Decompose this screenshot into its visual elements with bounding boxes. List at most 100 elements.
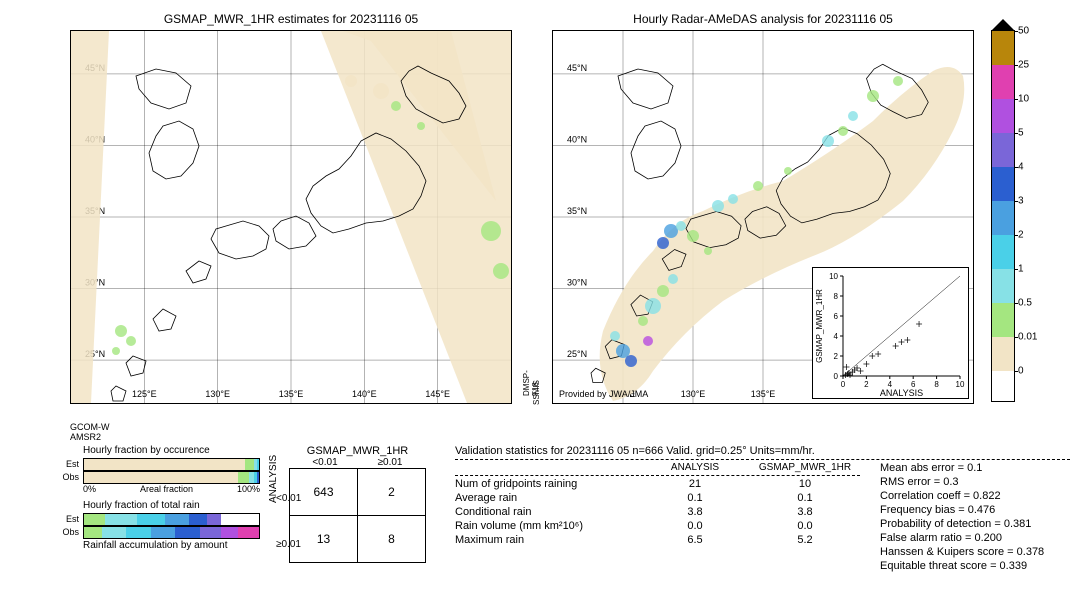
svg-text:8: 8 (934, 380, 939, 389)
val-stat: Mean abs error = 0.1 (880, 462, 1044, 474)
svg-text:2: 2 (864, 380, 869, 389)
scatter-svg: 00224466881010ANALYSISGSMAP_MWR_1HR (813, 268, 968, 398)
svg-text:4: 4 (834, 332, 839, 341)
val-colh-0: ANALYSIS (640, 462, 750, 473)
svg-text:GSMAP_MWR_1HR: GSMAP_MWR_1HR (815, 289, 824, 363)
cb-tick: 4 (1018, 162, 1024, 173)
ct-title: GSMAP_MWR_1HR (270, 445, 445, 457)
right-map-credit: Provided by JWA/JMA (559, 389, 648, 399)
contingency-table: GSMAP_MWR_1HR <0.01 ≥0.01 643 2 13 8 ANA… (270, 445, 445, 574)
val-row-a: 21 (640, 478, 750, 490)
val-stat: Correlation coeff = 0.822 (880, 490, 1044, 502)
bar-row-label: Obs (55, 527, 83, 537)
bar-row: Est (55, 458, 260, 470)
cb-tick: 50 (1018, 26, 1029, 37)
val-row-g: 5.2 (750, 534, 860, 546)
totalrain-title: Hourly fraction of total rain (83, 500, 260, 511)
svg-text:135°E: 135°E (279, 389, 304, 399)
val-stat: Frequency bias = 0.476 (880, 504, 1044, 516)
val-row-name: Rain volume (mm km²10⁶) (455, 520, 640, 532)
left-map-sat1: AMSR2 (70, 432, 101, 442)
svg-text:8: 8 (834, 292, 839, 301)
ct-cell-01: 2 (358, 469, 426, 516)
val-stat: Equitable threat score = 0.339 (880, 560, 1044, 572)
totalrain-caption: Rainfall accumulation by amount (83, 540, 260, 551)
svg-text:2: 2 (834, 352, 839, 361)
ct-row0: <0.01 (276, 493, 301, 504)
bar-row-label: Obs (55, 472, 83, 482)
svg-text:45°N: 45°N (567, 63, 587, 73)
scatter-inset: 00224466881010ANALYSISGSMAP_MWR_1HR (812, 267, 969, 399)
cb-tick: 5 (1018, 128, 1024, 139)
svg-text:145°E: 145°E (425, 389, 450, 399)
bar-row: Est (55, 513, 260, 525)
val-row: Num of gridpoints raining2110 (455, 478, 860, 490)
val-row-g: 0.0 (750, 520, 860, 532)
val-stat: False alarm ratio = 0.200 (880, 532, 1044, 544)
right-map-title: Hourly Radar-AMeDAS analysis for 2023111… (633, 12, 893, 26)
val-stat: Probability of detection = 0.381 (880, 518, 1044, 530)
svg-text:10: 10 (956, 380, 965, 389)
occurrence-bars: Hourly fraction by occurence Est Obs 0% A… (55, 445, 260, 494)
val-row-a: 3.8 (640, 506, 750, 518)
val-stat: Hanssen & Kuipers score = 0.378 (880, 546, 1044, 558)
occ-axis-r: 100% (237, 484, 260, 494)
svg-text:140°E: 140°E (352, 389, 377, 399)
left-map-sat0: GCOM-W (70, 422, 110, 432)
svg-text:ANALYSIS: ANALYSIS (880, 388, 923, 398)
cb-tick: 25 (1018, 60, 1029, 71)
bar-row: Obs (55, 526, 260, 538)
totalrain-bars: Hourly fraction of total rain Est Obs Rai… (55, 500, 260, 551)
svg-text:0: 0 (834, 372, 839, 381)
svg-text:40°N: 40°N (567, 134, 587, 144)
val-row-name: Average rain (455, 492, 640, 504)
val-row-g: 0.1 (750, 492, 860, 504)
svg-text:30°N: 30°N (567, 278, 587, 288)
val-row-name: Num of gridpoints raining (455, 478, 640, 490)
val-title: Validation statistics for 20231116 05 n=… (455, 445, 1070, 457)
val-row-name: Maximum rain (455, 534, 640, 546)
cb-tick: 3 (1018, 196, 1024, 207)
validation-stats: Validation statistics for 20231116 05 n=… (455, 445, 1070, 574)
bar-row: Obs (55, 471, 260, 483)
left-map-right1: SSMIS (532, 380, 541, 405)
val-stat: RMS error = 0.3 (880, 476, 1044, 488)
ct-col1: ≥0.01 (358, 457, 423, 468)
bar-row-label: Est (55, 459, 83, 469)
right-map-panel: 125°E130°E135°E45°N40°N35°N30°N25°N 0022… (552, 30, 974, 404)
left-map-panel: 125°E130°E135°E140°E145°E45°N40°N35°N30°… (70, 30, 512, 404)
svg-text:6: 6 (834, 312, 839, 321)
svg-text:0: 0 (841, 380, 846, 389)
ct-cell-00: 643 (290, 469, 358, 516)
val-row: Conditional rain3.83.8 (455, 506, 860, 518)
val-row-g: 10 (750, 478, 860, 490)
val-row-name: Conditional rain (455, 506, 640, 518)
val-row-g: 3.8 (750, 506, 860, 518)
val-row-a: 0.0 (640, 520, 750, 532)
ct-col0: <0.01 (293, 457, 358, 468)
cb-tick: 0 (1018, 366, 1024, 377)
svg-text:135°E: 135°E (751, 389, 776, 399)
cb-tick: 10 (1018, 94, 1029, 105)
svg-text:130°E: 130°E (205, 389, 230, 399)
bar-row-label: Est (55, 514, 83, 524)
cb-tick: 1 (1018, 264, 1024, 275)
cb-tick: 0.5 (1018, 298, 1032, 309)
svg-text:35°N: 35°N (567, 206, 587, 216)
occ-axis-l: 0% (83, 484, 96, 494)
cb-tick: 2 (1018, 230, 1024, 241)
occurrence-title: Hourly fraction by occurence (83, 445, 260, 456)
svg-text:25°N: 25°N (567, 349, 587, 359)
val-row-a: 0.1 (640, 492, 750, 504)
colorbar: 502510543210.50.010 (989, 10, 1039, 410)
svg-text:10: 10 (829, 272, 838, 281)
left-map-svg: 125°E130°E135°E140°E145°E45°N40°N35°N30°… (71, 31, 511, 403)
val-row: Average rain0.10.1 (455, 492, 860, 504)
val-row: Maximum rain6.55.2 (455, 534, 860, 546)
val-row: Rain volume (mm km²10⁶)0.00.0 (455, 520, 860, 532)
val-row-a: 6.5 (640, 534, 750, 546)
svg-text:125°E: 125°E (132, 389, 157, 399)
occ-axis-c: Areal fraction (140, 484, 193, 494)
svg-text:130°E: 130°E (681, 389, 706, 399)
ct-row1: ≥0.01 (276, 539, 301, 550)
